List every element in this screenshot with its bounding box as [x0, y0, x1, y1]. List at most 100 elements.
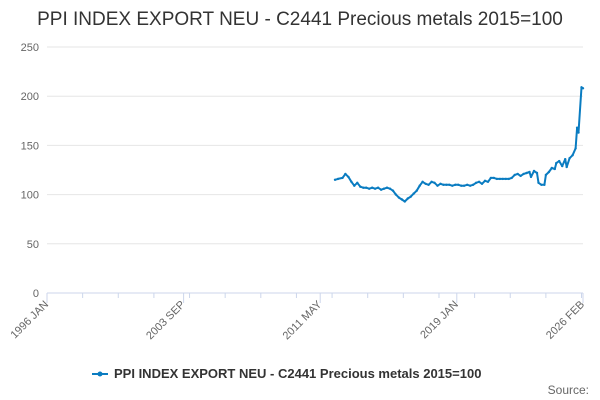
data-point[interactable]	[336, 177, 340, 181]
y-tick-label: 150	[21, 140, 39, 152]
data-point[interactable]	[474, 181, 478, 184]
data-point[interactable]	[480, 182, 484, 185]
data-point[interactable]	[333, 178, 337, 181]
data-point[interactable]	[489, 176, 493, 180]
data-point[interactable]	[571, 154, 574, 157]
data-point[interactable]	[409, 195, 412, 198]
data-point[interactable]	[581, 87, 585, 90]
legend[interactable]: PPI INDEX EXPORT NEU - C2441 Precious me…	[92, 366, 481, 381]
data-point[interactable]	[558, 159, 561, 163]
data-point[interactable]	[550, 166, 553, 170]
data-point[interactable]	[359, 185, 362, 188]
y-tick-label: 250	[21, 42, 39, 54]
y-tick-label: 50	[27, 239, 39, 251]
data-point[interactable]	[356, 181, 359, 184]
data-point[interactable]	[477, 180, 481, 183]
data-point[interactable]	[495, 177, 499, 181]
data-point[interactable]	[442, 183, 445, 186]
data-point[interactable]	[532, 169, 536, 173]
data-point[interactable]	[371, 186, 374, 189]
data-point[interactable]	[391, 189, 395, 192]
data-point[interactable]	[553, 167, 556, 171]
data-point[interactable]	[492, 176, 496, 180]
data-point[interactable]	[448, 183, 451, 186]
data-point[interactable]	[575, 126, 579, 129]
data-point[interactable]	[543, 183, 546, 186]
data-point[interactable]	[433, 181, 436, 184]
data-point[interactable]	[388, 187, 392, 190]
data-point[interactable]	[439, 182, 442, 185]
data-point[interactable]	[418, 184, 421, 187]
data-point[interactable]	[445, 183, 448, 186]
data-point[interactable]	[513, 173, 516, 177]
data-point[interactable]	[574, 147, 577, 150]
data-point[interactable]	[510, 176, 513, 180]
data-point[interactable]	[382, 187, 386, 190]
data-point[interactable]	[540, 183, 543, 186]
data-point[interactable]	[544, 173, 548, 177]
data-point[interactable]	[547, 170, 551, 174]
data-point[interactable]	[469, 184, 472, 187]
data-point[interactable]	[568, 157, 571, 160]
data-point[interactable]	[400, 198, 404, 201]
data-point[interactable]	[368, 187, 371, 190]
data-point[interactable]	[385, 186, 389, 189]
data-point[interactable]	[436, 184, 439, 187]
data-point[interactable]	[561, 164, 564, 168]
data-point[interactable]	[565, 165, 568, 169]
data-point[interactable]	[486, 180, 490, 183]
data-point[interactable]	[451, 184, 454, 187]
data-point[interactable]	[347, 175, 350, 179]
data-point[interactable]	[365, 186, 368, 189]
data-point[interactable]	[528, 170, 531, 174]
data-point[interactable]	[457, 183, 460, 186]
data-point[interactable]	[522, 172, 525, 176]
data-point[interactable]	[353, 184, 356, 187]
data-point[interactable]	[394, 193, 398, 196]
data-point[interactable]	[379, 188, 383, 191]
y-tick-label: 0	[33, 288, 39, 300]
data-point[interactable]	[415, 189, 418, 192]
series-line[interactable]	[334, 86, 584, 203]
data-point[interactable]	[397, 196, 401, 199]
y-tick-label: 200	[21, 91, 39, 103]
credits[interactable]: Source:	[548, 383, 589, 397]
data-point[interactable]	[403, 200, 406, 203]
data-point[interactable]	[376, 186, 380, 189]
data-point[interactable]	[424, 182, 427, 185]
x-tick-label: 2019 JAN	[418, 299, 461, 342]
data-point[interactable]	[498, 177, 502, 181]
data-point[interactable]	[460, 184, 463, 187]
data-point[interactable]	[529, 175, 533, 179]
data-point[interactable]	[483, 179, 487, 182]
data-point[interactable]	[412, 192, 415, 195]
data-point[interactable]	[421, 180, 424, 183]
data-point[interactable]	[362, 186, 365, 189]
x-tick-label: 1996 JAN	[8, 299, 51, 342]
data-point[interactable]	[463, 184, 466, 187]
data-point[interactable]	[373, 187, 377, 190]
y-tick-label: 100	[21, 190, 39, 202]
data-point[interactable]	[577, 131, 580, 134]
data-point[interactable]	[504, 177, 507, 181]
data-point[interactable]	[537, 181, 540, 184]
data-point[interactable]	[406, 197, 409, 200]
data-point[interactable]	[564, 158, 567, 161]
data-point[interactable]	[519, 174, 522, 178]
data-point[interactable]	[466, 183, 469, 186]
data-point[interactable]	[501, 177, 504, 181]
data-point[interactable]	[344, 172, 347, 176]
series-layer	[333, 86, 585, 203]
data-point[interactable]	[454, 183, 457, 186]
data-point[interactable]	[516, 172, 519, 176]
data-point[interactable]	[507, 177, 510, 181]
data-point[interactable]	[341, 176, 344, 180]
data-point[interactable]	[471, 183, 475, 186]
data-point[interactable]	[350, 180, 353, 183]
data-point[interactable]	[535, 171, 539, 175]
data-point[interactable]	[427, 183, 430, 186]
data-point[interactable]	[525, 171, 528, 175]
data-point[interactable]	[430, 180, 433, 183]
data-point[interactable]	[555, 161, 558, 165]
